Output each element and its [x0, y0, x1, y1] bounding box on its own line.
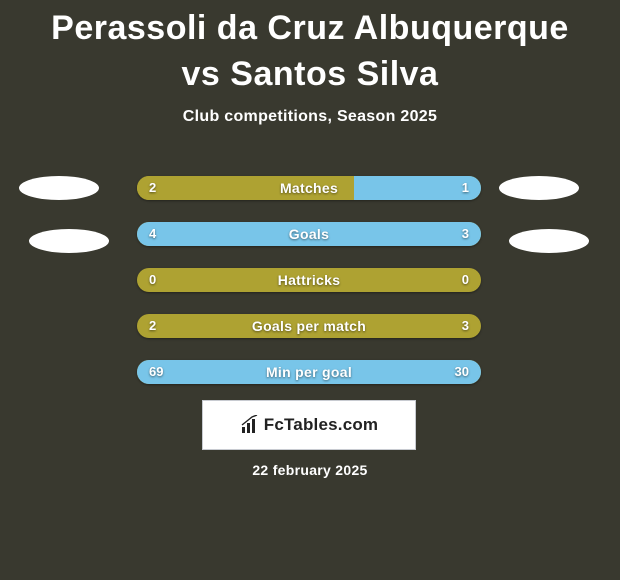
- card-subtitle: Club competitions, Season 2025: [0, 108, 620, 126]
- player2-badge-top: [499, 176, 579, 200]
- stat-label: Min per goal: [137, 360, 481, 384]
- stat-label: Goals: [137, 222, 481, 246]
- player1-badge-top: [19, 176, 99, 200]
- stat-row: 00Hattricks: [137, 268, 481, 292]
- card-date: 22 february 2025: [0, 462, 620, 478]
- stat-row: 6930Min per goal: [137, 360, 481, 384]
- source-logo: FcTables.com: [240, 415, 379, 435]
- stat-row: 43Goals: [137, 222, 481, 246]
- player2-badge-bottom: [509, 229, 589, 253]
- stats-panel: 21Matches 43Goals 00Hattricks 23Goals per m…: [137, 176, 481, 406]
- stat-label: Hattricks: [137, 268, 481, 292]
- stat-label: Matches: [137, 176, 481, 200]
- stat-label: Goals per match: [137, 314, 481, 338]
- stat-row: 23Goals per match: [137, 314, 481, 338]
- source-logo-box: FcTables.com: [202, 400, 416, 450]
- stat-row: 21Matches: [137, 176, 481, 200]
- card-title: Perassoli da Cruz Albuquerque vs Santos …: [0, 0, 620, 98]
- player1-badge-bottom: [29, 229, 109, 253]
- comparison-card: Perassoli da Cruz Albuquerque vs Santos …: [0, 0, 620, 580]
- chart-icon: [240, 415, 260, 435]
- source-logo-text: FcTables.com: [264, 415, 379, 435]
